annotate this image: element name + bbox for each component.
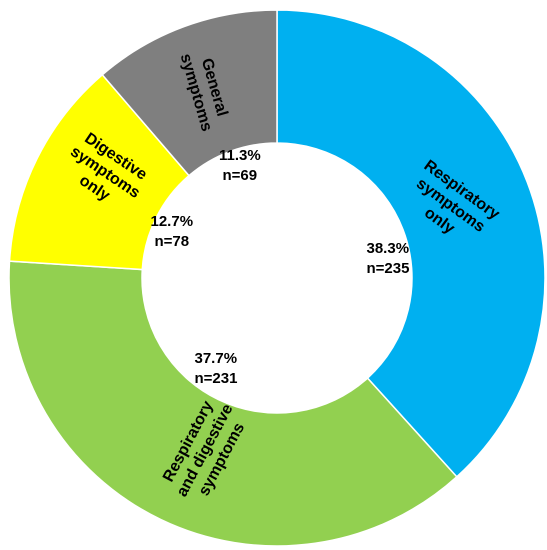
- donut-slice: [101, 9, 278, 177]
- count-label: n=69: [222, 166, 258, 184]
- donut-slice: [8, 260, 458, 547]
- count-label: n=78: [154, 232, 190, 250]
- percent-label: 11.3%: [219, 146, 261, 164]
- count-label: n=231: [194, 369, 238, 387]
- count-label: n=235: [366, 259, 410, 277]
- percent-label: 37.7%: [194, 349, 238, 367]
- donut-slice: [276, 9, 546, 478]
- percent-label: 38.3%: [366, 239, 410, 257]
- percent-label: 12.7%: [150, 212, 194, 230]
